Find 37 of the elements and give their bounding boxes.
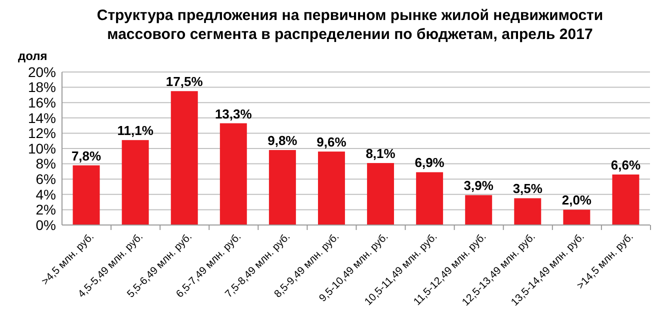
data-label: 9,6% bbox=[316, 134, 347, 150]
bar bbox=[72, 165, 100, 225]
bar bbox=[268, 150, 296, 225]
bar bbox=[220, 123, 247, 225]
chart-title: Структура предложения на первичном рынке жилой недвижимости массового сегмента в распределении по бюджетам, апрель 2017 bbox=[96, 7, 604, 43]
data-label: 2,0% bbox=[562, 192, 592, 208]
y-tick-label: 10% bbox=[28, 140, 56, 156]
y-tick-label: 20% bbox=[28, 64, 56, 80]
data-label: 7,8% bbox=[71, 148, 102, 164]
data-label: 13,3% bbox=[214, 106, 252, 122]
bar bbox=[514, 198, 542, 225]
data-label: 8,1% bbox=[366, 146, 396, 162]
data-label: 17,5% bbox=[166, 74, 204, 90]
y-tick-label: 14% bbox=[28, 110, 56, 126]
bar bbox=[122, 140, 149, 225]
y-tick-label: 2% bbox=[36, 202, 56, 218]
y-tick-label: 6% bbox=[36, 171, 56, 187]
bar bbox=[367, 163, 394, 225]
y-tick-label: 4% bbox=[36, 186, 56, 202]
y-axis-title: доля bbox=[18, 49, 48, 63]
data-label: 3,5% bbox=[512, 181, 543, 196]
bar bbox=[563, 210, 590, 225]
bar bbox=[416, 172, 444, 225]
data-label: 6,6% bbox=[610, 158, 641, 173]
bar bbox=[170, 91, 198, 225]
bar bbox=[612, 174, 640, 225]
bar bbox=[318, 152, 345, 225]
data-label: 3,9% bbox=[464, 178, 494, 194]
y-tick-label: 0% bbox=[36, 216, 56, 233]
data-label: 9,8% bbox=[268, 133, 298, 148]
y-tick-label: 8% bbox=[36, 156, 56, 172]
y-tick-label: 16% bbox=[28, 94, 56, 110]
y-tick-label: 18% bbox=[28, 79, 56, 96]
bar bbox=[465, 195, 492, 225]
y-tick-label: 12% bbox=[28, 125, 56, 142]
data-label: 6,9% bbox=[414, 155, 445, 170]
data-label: 11,1% bbox=[117, 123, 154, 138]
